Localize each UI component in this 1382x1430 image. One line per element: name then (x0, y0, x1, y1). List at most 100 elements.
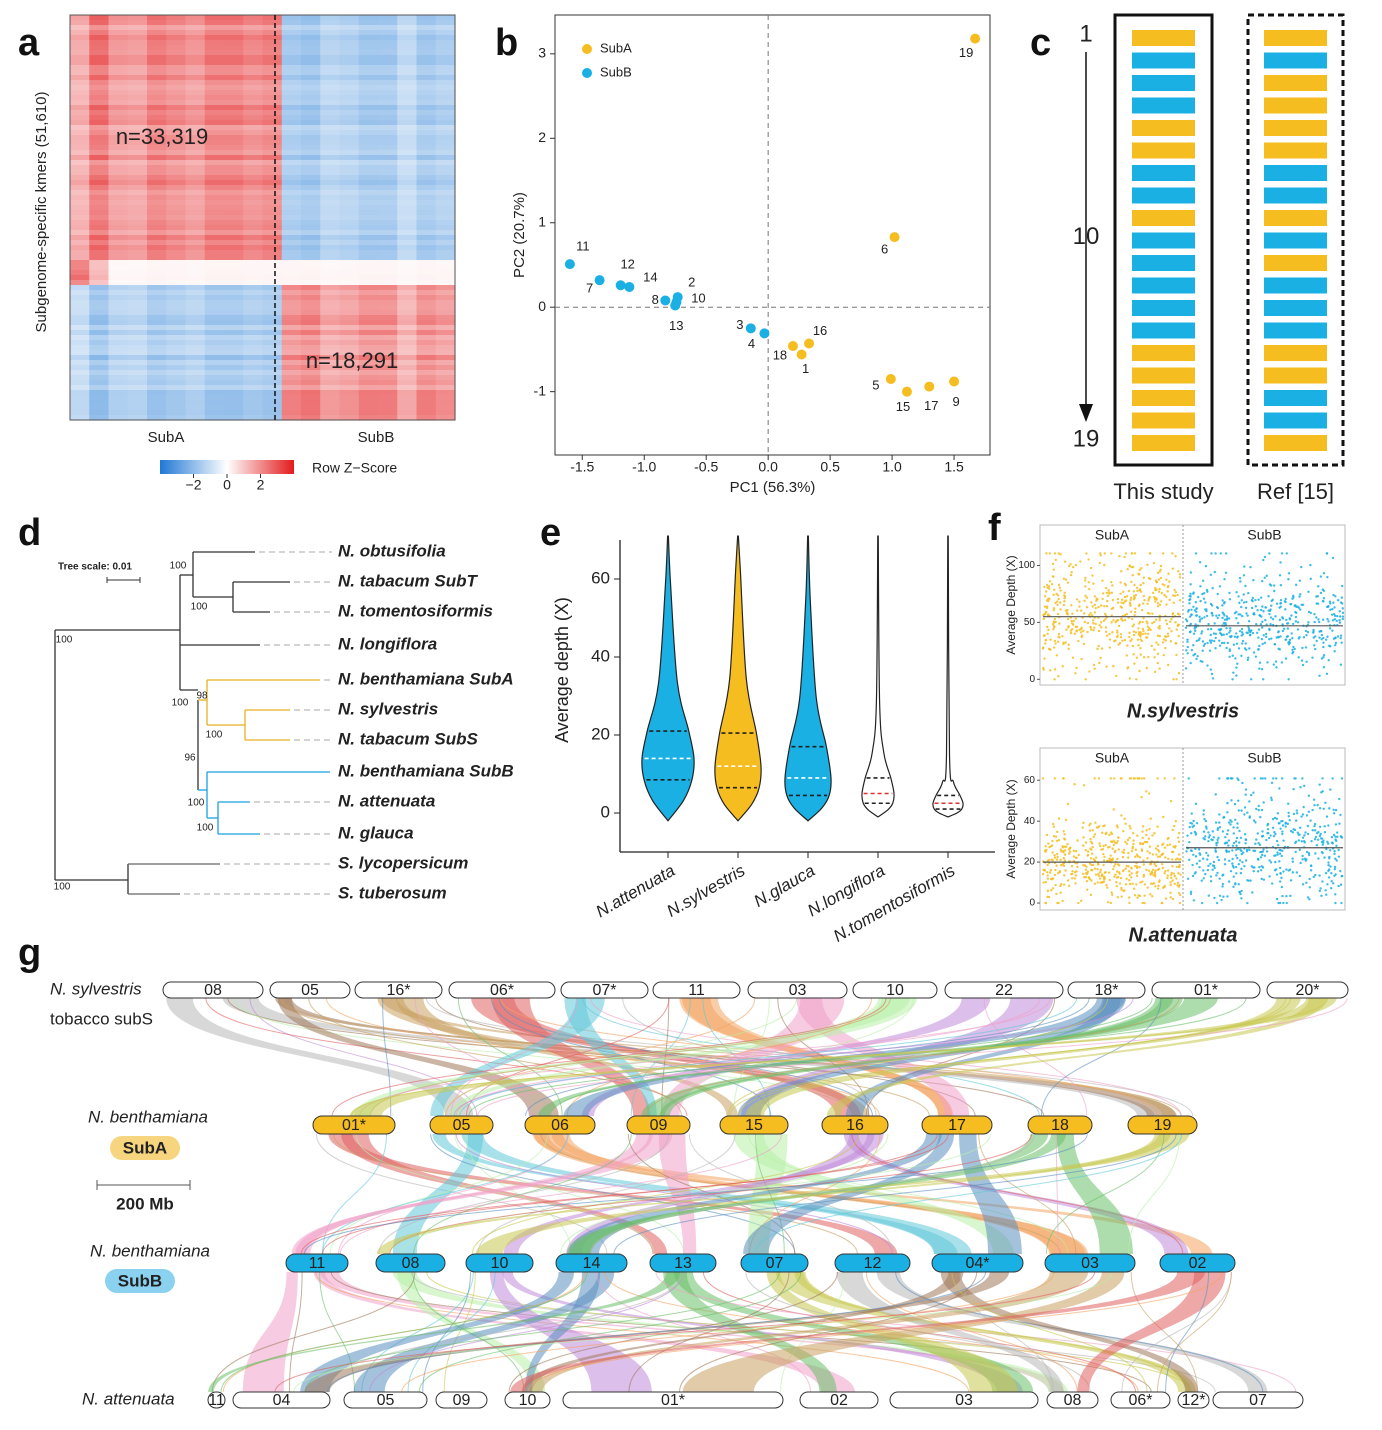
depth-dot (1155, 588, 1158, 591)
heatmap-cell (320, 190, 341, 196)
depth-dot (1053, 668, 1057, 671)
depth-dot (1207, 864, 1210, 868)
heatmap-cell (262, 120, 283, 126)
heatmap-cell (378, 180, 398, 186)
y-tick-label: 20 (1024, 857, 1036, 868)
depth-dot (1235, 591, 1238, 594)
depth-dot (1320, 791, 1323, 794)
depth-dot (1096, 647, 1099, 651)
depth-dot (1125, 877, 1128, 880)
depth-dot (1195, 657, 1198, 661)
chromosome-label: 06 (551, 1117, 569, 1134)
depth-dot (1235, 617, 1238, 620)
depth-dot (1204, 601, 1207, 604)
heatmap-cell (127, 210, 148, 216)
depth-dot (1051, 839, 1054, 843)
heatmap-cell (262, 240, 283, 246)
heatmap-cell (320, 360, 341, 366)
leaf-label: S. lycopersicum (338, 853, 468, 872)
heatmap-cell (358, 240, 379, 246)
heatmap-cell (339, 65, 360, 71)
heatmap-cell (262, 105, 283, 111)
depth-dot (1066, 879, 1070, 882)
heatmap-cell (281, 95, 302, 101)
depth-dot (1275, 817, 1279, 820)
depth-dot (1242, 601, 1246, 604)
depth-dot (1176, 884, 1179, 887)
heatmap-cell (281, 275, 302, 281)
heatmap-cell (89, 190, 110, 196)
depth-dot (1301, 646, 1304, 650)
depth-dot (1177, 836, 1180, 839)
heatmap-cell (416, 205, 437, 211)
heatmap-cell (339, 275, 360, 281)
depth-dot (1042, 634, 1046, 638)
depth-dot (1041, 647, 1045, 650)
heatmap-cell (108, 200, 129, 206)
heatmap-cell (224, 330, 244, 336)
depth-dot (1059, 891, 1062, 894)
ribbon-thin (288, 1271, 303, 1393)
depth-dot (1141, 880, 1144, 883)
heatmap-cell (397, 55, 418, 61)
heatmap-cell (358, 190, 379, 196)
heatmap-cell (416, 270, 437, 276)
depth-dot (1198, 865, 1201, 869)
chromosome (1110, 1391, 1171, 1409)
heatmap-cell (127, 40, 148, 46)
heatmap-cell (147, 230, 167, 236)
depth-dot (1326, 605, 1329, 609)
depth-dot (1066, 581, 1070, 584)
depth-dot (1189, 821, 1192, 825)
depth-dot (1128, 631, 1131, 635)
depth-dot (1154, 600, 1157, 603)
depth-dot (1178, 901, 1182, 905)
heatmap-cell (320, 330, 341, 336)
colorbar-tick-label: 2 (257, 477, 265, 493)
ribbon (658, 1134, 697, 1254)
heatmap-cell (243, 210, 264, 216)
depth-dot (1217, 614, 1221, 617)
heatmap-cell (416, 405, 437, 411)
synteny-ribbons (166, 997, 1348, 1393)
heatmap-cell (301, 85, 321, 91)
heatmap-cell (378, 65, 398, 71)
bootstrap-label: 100 (191, 602, 208, 613)
heatmap-cell (243, 165, 264, 171)
depth-dot (1097, 872, 1100, 876)
heatmap-cell (185, 315, 206, 321)
depth-dot (1341, 602, 1344, 605)
heatmap-cell (224, 160, 244, 166)
depth-dot (1255, 838, 1258, 841)
depth-dot (1317, 585, 1320, 588)
depth-dot (1043, 642, 1047, 645)
depth-dot (1259, 856, 1263, 859)
heatmap-cell (243, 80, 264, 86)
depth-dot (1103, 612, 1107, 616)
heatmap-cell (224, 410, 244, 416)
depth-dot (1285, 618, 1288, 622)
heatmap-cell (166, 105, 187, 111)
depth-dot (1216, 828, 1219, 832)
colorbar (160, 460, 294, 474)
heatmap-cell (378, 315, 398, 321)
order-tick-label: 10 (1073, 223, 1100, 250)
depth-dot (1114, 621, 1117, 624)
heatmap-cell (281, 350, 302, 356)
heatmap-cell (224, 280, 244, 286)
heatmap-cell (70, 75, 90, 81)
depth-dot (1156, 661, 1159, 665)
ribbon (475, 1134, 1171, 1254)
heatmap-cell (320, 385, 341, 391)
depth-dot (1147, 576, 1151, 580)
depth-dot (1299, 861, 1302, 865)
depth-dot (1223, 618, 1227, 621)
depth-dot (1216, 838, 1219, 842)
heatmap-cell (416, 135, 437, 141)
y-tick-label: 40 (1024, 816, 1036, 827)
heatmap-cell (435, 25, 456, 31)
depth-dot (1151, 868, 1155, 872)
depth-dot (1210, 552, 1213, 555)
depth-dot (1189, 595, 1192, 598)
depth-dot (1257, 804, 1260, 808)
